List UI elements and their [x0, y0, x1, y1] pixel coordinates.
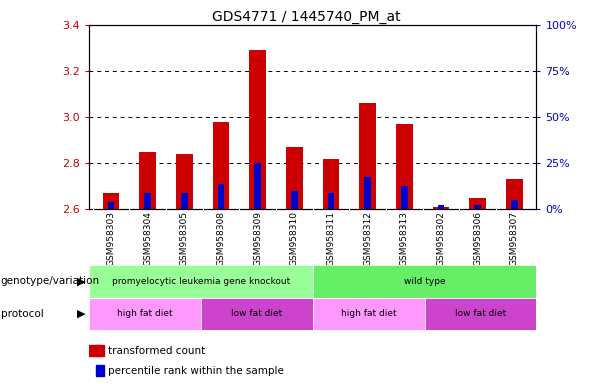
Text: promyelocytic leukemia gene knockout: promyelocytic leukemia gene knockout: [112, 277, 290, 286]
Text: GSM958307: GSM958307: [510, 211, 519, 266]
Bar: [102, 193, 119, 209]
Bar: [201, 298, 313, 330]
Text: GSM958313: GSM958313: [400, 211, 409, 266]
Text: wild type: wild type: [404, 277, 445, 286]
Text: GDS4771 / 1445740_PM_at: GDS4771 / 1445740_PM_at: [212, 10, 401, 23]
Text: low fat diet: low fat diet: [455, 310, 506, 318]
Text: GSM958303: GSM958303: [107, 211, 115, 266]
Bar: [144, 193, 151, 209]
Bar: [424, 298, 536, 330]
Bar: [328, 193, 334, 209]
Bar: [89, 298, 201, 330]
Text: transformed count: transformed count: [109, 346, 206, 356]
Bar: [470, 198, 486, 209]
Text: low fat diet: low fat diet: [231, 310, 283, 318]
Text: GSM958312: GSM958312: [363, 211, 372, 266]
Text: GSM958308: GSM958308: [216, 211, 226, 266]
Bar: [96, 365, 104, 376]
Text: GSM958304: GSM958304: [143, 211, 152, 266]
Bar: [254, 163, 261, 209]
Bar: [176, 154, 192, 209]
Text: GSM958302: GSM958302: [436, 211, 446, 266]
Bar: [364, 177, 371, 209]
Bar: [401, 186, 408, 209]
Bar: [89, 345, 99, 356]
Bar: [322, 159, 339, 209]
Text: GSM958311: GSM958311: [327, 211, 335, 266]
Bar: [286, 147, 303, 209]
Bar: [181, 193, 188, 209]
Bar: [506, 179, 523, 209]
Bar: [511, 200, 517, 209]
Text: GSM958310: GSM958310: [290, 211, 299, 266]
Text: genotype/variation: genotype/variation: [1, 276, 100, 286]
Bar: [218, 184, 224, 209]
Bar: [433, 207, 449, 209]
Text: percentile rank within the sample: percentile rank within the sample: [109, 366, 284, 376]
Bar: [108, 202, 114, 209]
Bar: [249, 50, 266, 209]
Bar: [291, 191, 297, 209]
Bar: [359, 103, 376, 209]
Text: high fat diet: high fat diet: [117, 310, 173, 318]
Text: ▶: ▶: [77, 309, 86, 319]
Text: GSM958305: GSM958305: [180, 211, 189, 266]
Bar: [89, 265, 313, 298]
Text: ▶: ▶: [77, 276, 86, 286]
Bar: [438, 205, 444, 209]
Bar: [96, 345, 104, 356]
Text: GSM958306: GSM958306: [473, 211, 482, 266]
Bar: [313, 298, 424, 330]
Text: GSM958309: GSM958309: [253, 211, 262, 266]
Text: high fat diet: high fat diet: [341, 310, 397, 318]
Bar: [313, 265, 536, 298]
Bar: [139, 152, 156, 209]
Bar: [213, 122, 229, 209]
Bar: [474, 205, 481, 209]
Text: protocol: protocol: [1, 309, 44, 319]
Bar: [396, 124, 413, 209]
